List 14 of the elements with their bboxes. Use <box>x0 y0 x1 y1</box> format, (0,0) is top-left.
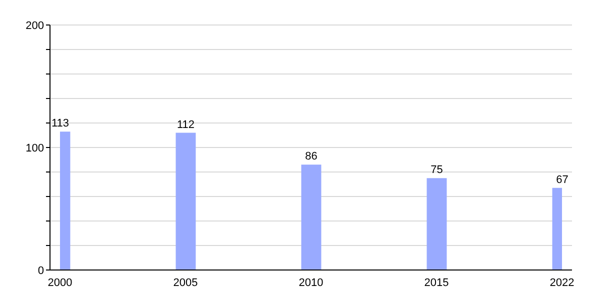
y-tick-label: 200 <box>26 20 44 32</box>
bar <box>301 164 322 270</box>
data-label: 67 <box>556 174 568 186</box>
x-tick-label: 2022 <box>550 276 574 289</box>
data-label: 113 <box>51 118 70 130</box>
data-label: 86 <box>305 150 318 163</box>
data-label: 75 <box>430 164 443 176</box>
data-label: 112 <box>176 118 195 131</box>
x-tick-label: 2010 <box>298 276 324 289</box>
y-tick-label: 0 <box>38 264 44 277</box>
y-tick-label: 100 <box>26 142 44 154</box>
x-tick-label: 2005 <box>173 276 198 289</box>
x-tick-label: 2000 <box>48 276 72 289</box>
x-tick-label: 2015 <box>424 276 449 289</box>
